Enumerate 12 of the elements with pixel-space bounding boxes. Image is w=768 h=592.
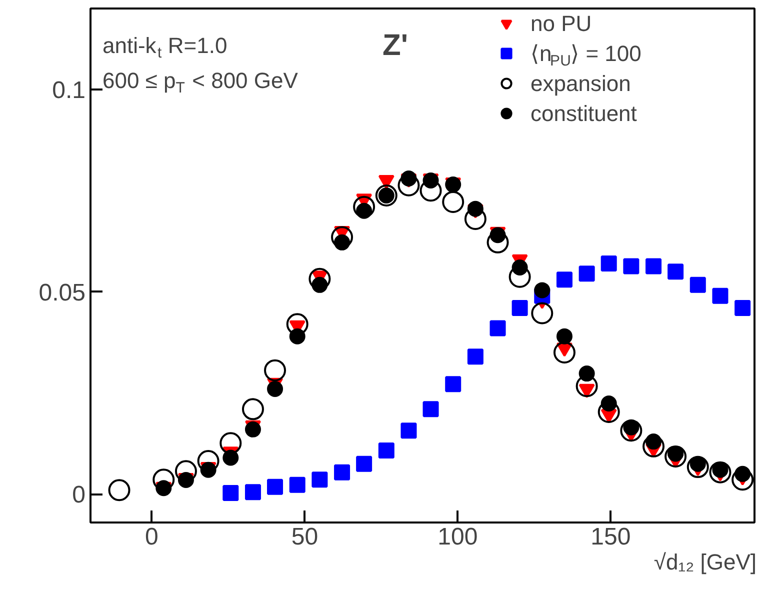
x-tick-label: 100	[438, 524, 478, 550]
y-tick-label: 0.1	[52, 76, 86, 104]
x-tick-label: 0	[145, 524, 158, 550]
y-tick-label: 0.05	[38, 279, 86, 306]
annotation: Z'	[382, 29, 408, 62]
x-tick-label: 150	[590, 524, 631, 550]
legend-label: no PU	[530, 11, 592, 36]
y-tick-label: 0	[72, 482, 86, 509]
x-tick-label: 50	[291, 524, 318, 550]
legend-label: expansion	[530, 71, 631, 96]
x-axis-title: √d₁₂ [GeV]	[654, 550, 757, 574]
legend-label: constituent	[530, 101, 637, 126]
